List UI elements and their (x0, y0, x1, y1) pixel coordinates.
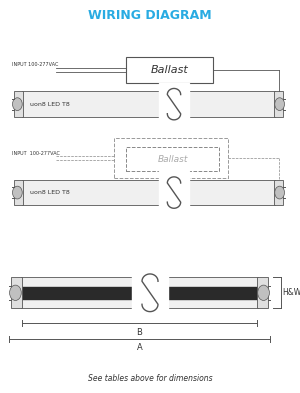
Bar (14, 180, 23, 205)
Bar (133, 268, 167, 318)
Circle shape (258, 285, 269, 300)
Text: See tables above for dimensions: See tables above for dimensions (88, 374, 212, 382)
Circle shape (13, 186, 22, 199)
Bar (11, 277, 22, 308)
Circle shape (10, 285, 21, 300)
Text: INPUT 100-277VAC: INPUT 100-277VAC (12, 62, 58, 67)
Bar (159, 83, 189, 125)
Bar (126, 147, 219, 171)
Bar (22, 91, 275, 117)
Text: B: B (136, 328, 142, 337)
Text: WIRING DIAGRAM: WIRING DIAGRAM (88, 9, 212, 22)
Circle shape (275, 98, 284, 110)
Bar (21, 277, 258, 308)
Circle shape (275, 186, 284, 199)
Text: INPUT  100-277VAC: INPUT 100-277VAC (12, 151, 60, 156)
Text: Ballast: Ballast (151, 65, 188, 75)
Text: uon8 LED T8: uon8 LED T8 (30, 190, 70, 195)
Bar (274, 180, 283, 205)
Bar (14, 91, 23, 117)
Bar (114, 138, 228, 178)
Text: Ballast: Ballast (157, 155, 188, 163)
Bar (159, 171, 189, 214)
Bar (22, 180, 275, 205)
Bar (126, 57, 213, 83)
Text: H&W: H&W (283, 288, 300, 297)
Circle shape (13, 98, 22, 110)
Bar (21, 287, 258, 299)
Text: uon8 LED T8: uon8 LED T8 (30, 102, 70, 107)
Text: A: A (136, 343, 142, 353)
Bar (274, 91, 283, 117)
Bar (257, 277, 268, 308)
